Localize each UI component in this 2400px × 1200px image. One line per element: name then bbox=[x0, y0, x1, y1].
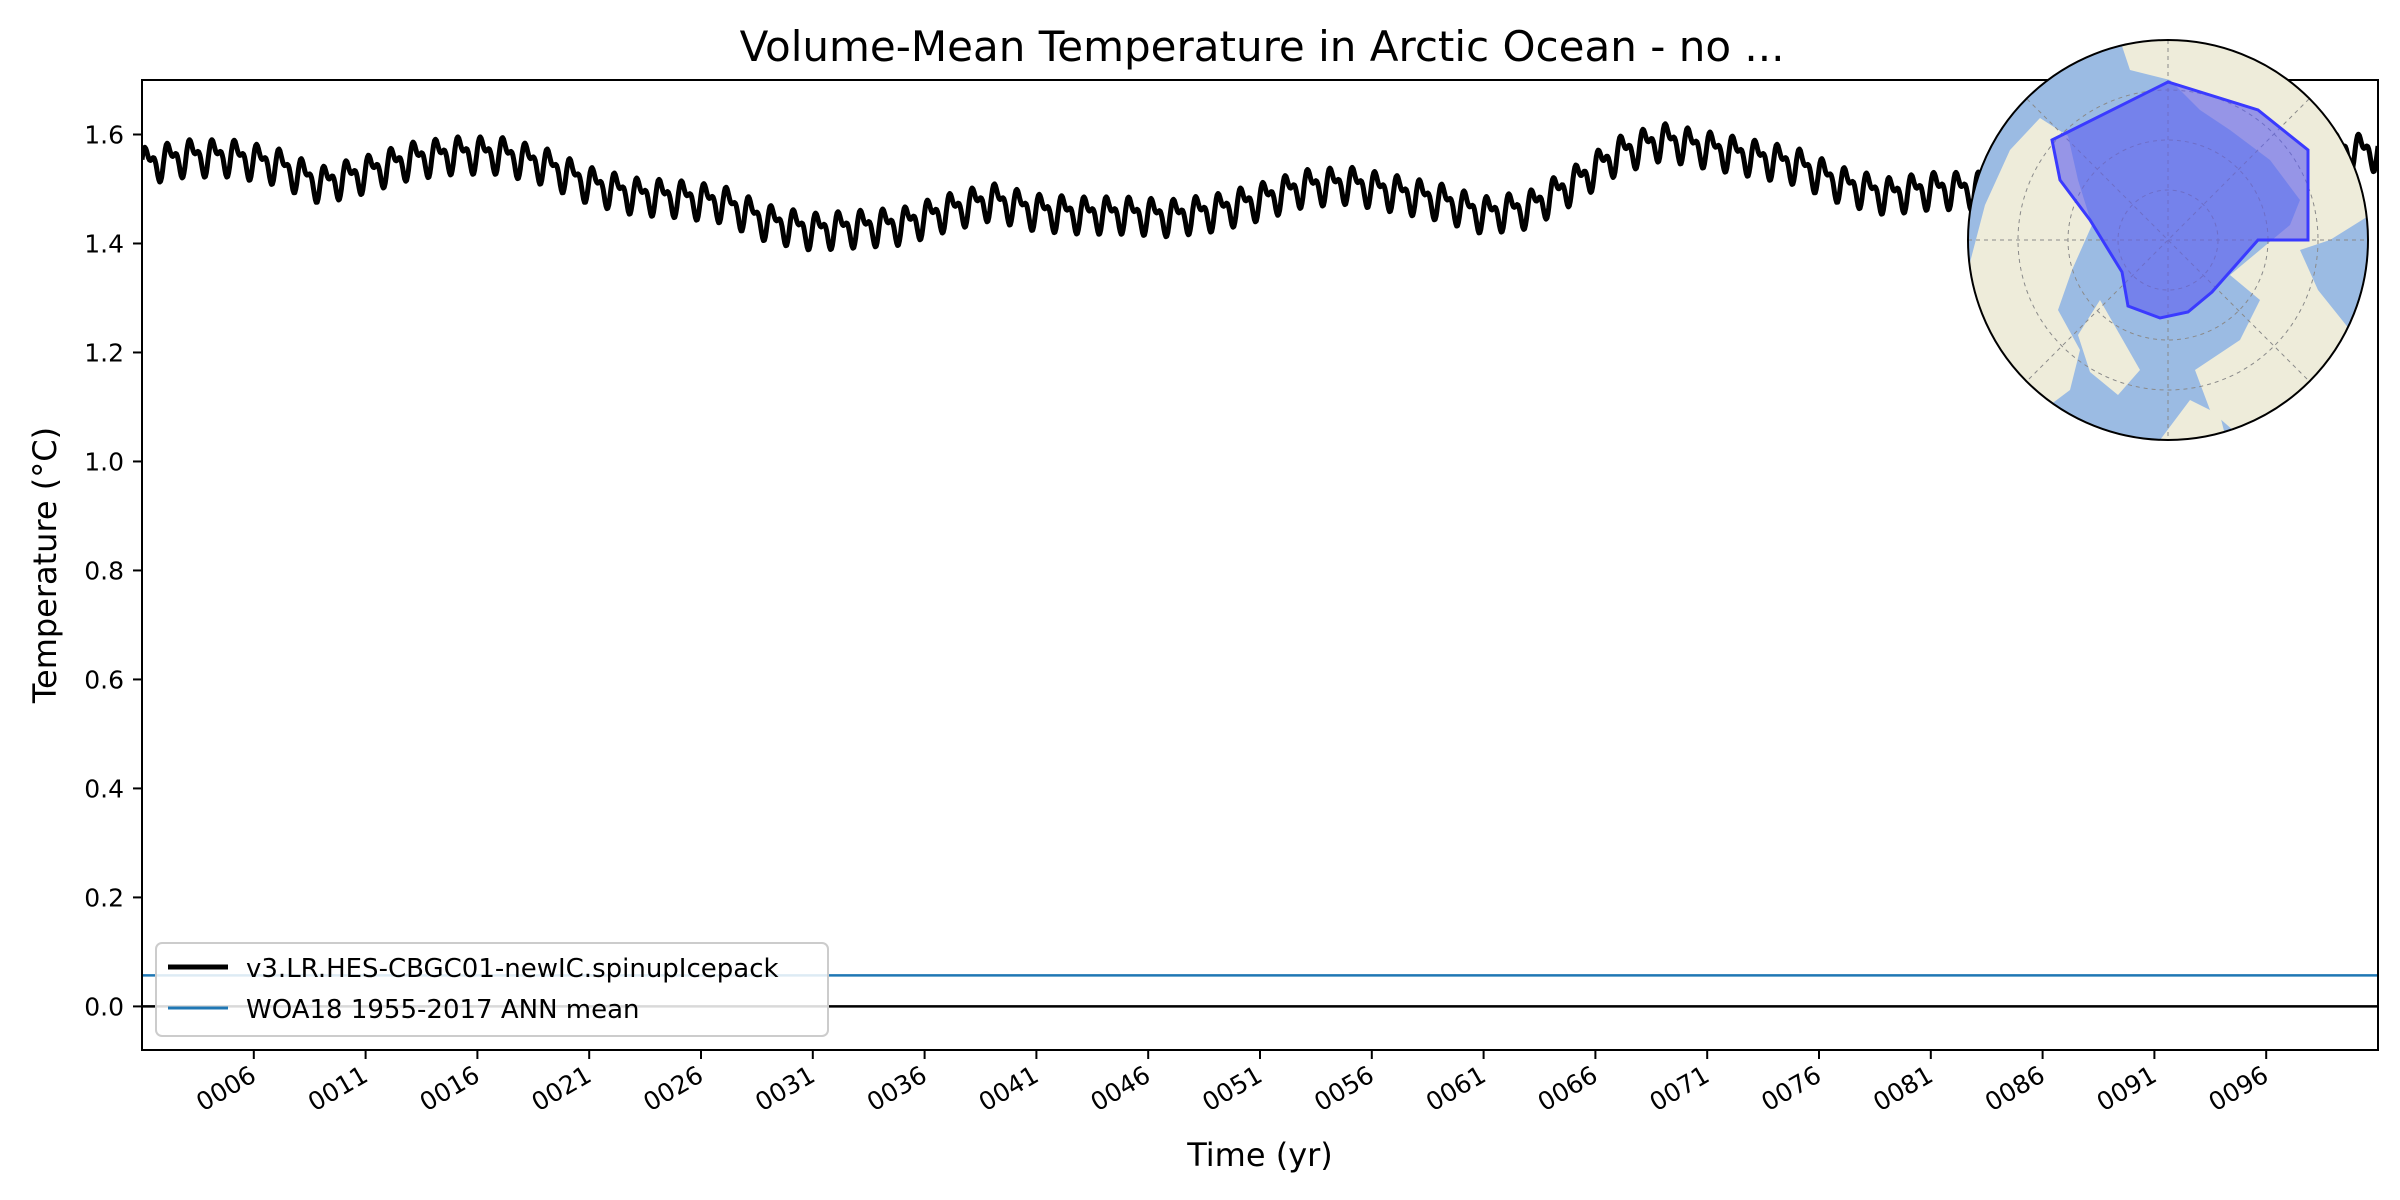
y-tick-label: 1.0 bbox=[84, 447, 124, 476]
map-region-arctic-ocean bbox=[2050, 80, 2310, 320]
map-land-greenland bbox=[2078, 300, 2140, 395]
legend-label-model: v3.LR.HES-CBGC01-newIC.spinupIcepack bbox=[246, 954, 779, 984]
legend: v3.LR.HES-CBGC01-newIC.spinupIcepack WOA… bbox=[155, 942, 829, 1037]
map-land-europe bbox=[2160, 400, 2230, 440]
legend-box bbox=[155, 942, 829, 1037]
y-axis: 0.0 0.2 0.4 0.6 0.8 1.0 1.2 1.4 1.6 bbox=[84, 120, 142, 1021]
y-tick-label: 0.8 bbox=[84, 556, 124, 585]
y-axis-label: Temperature (°C) bbox=[26, 427, 64, 704]
map-boundary bbox=[1967, 39, 2369, 441]
y-tick-label: 0.2 bbox=[84, 883, 124, 912]
chart-title: Volume-Mean Temperature in Arctic Ocean … bbox=[740, 22, 1785, 71]
map-land-eurasia bbox=[2120, 40, 2368, 440]
x-axis-label: Time (yr) bbox=[1186, 1136, 1333, 1174]
legend-label-woa: WOA18 1955-2017 ANN mean bbox=[246, 995, 640, 1025]
y-tick-label: 0.0 bbox=[84, 992, 124, 1021]
y-tick-label: 0.6 bbox=[84, 665, 124, 694]
y-tick-label: 0.4 bbox=[84, 774, 124, 803]
y-tick-label: 1.4 bbox=[84, 229, 124, 258]
y-tick-label: 1.2 bbox=[84, 338, 124, 367]
region-inset-map bbox=[1967, 39, 2369, 441]
y-tick-label: 1.6 bbox=[84, 120, 124, 149]
